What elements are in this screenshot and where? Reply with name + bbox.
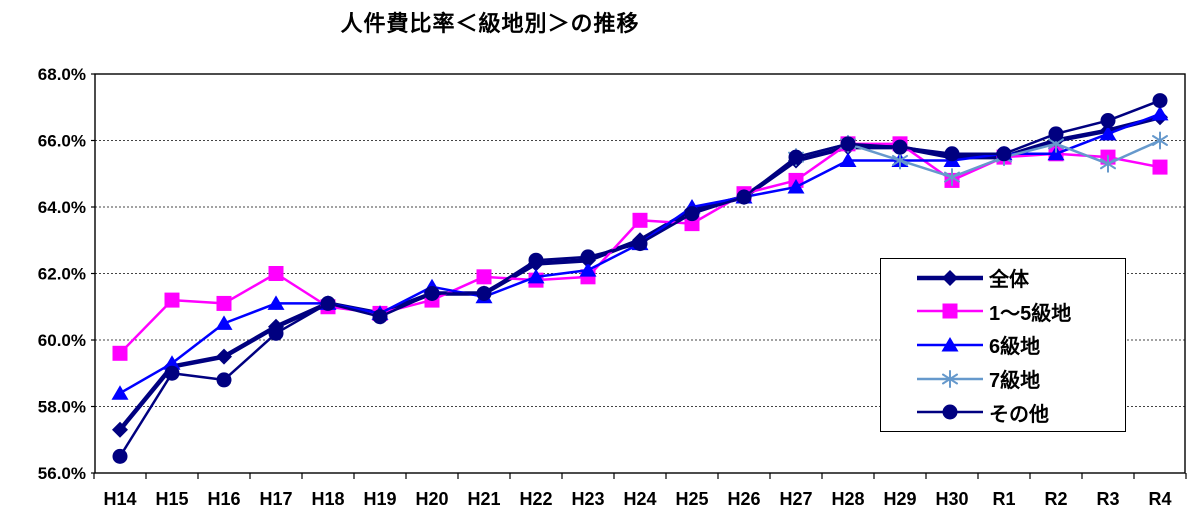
x-axis-label: R2 <box>1044 489 1067 509</box>
legend-item-other: その他 <box>915 398 1125 427</box>
y-axis-label: 58.0% <box>38 398 86 417</box>
x-axis-label: H22 <box>519 489 552 509</box>
x-axis-label: H17 <box>259 489 292 509</box>
x-axis-label: H28 <box>831 489 864 509</box>
x-axis-label: H14 <box>103 489 136 509</box>
y-axis-label: 62.0% <box>38 265 86 284</box>
legend: 全体 1～5級地 6級地 7級地その他 <box>880 258 1126 432</box>
x-axis-label: H19 <box>363 489 396 509</box>
x-axis-label: H30 <box>935 489 968 509</box>
legend-item-grade7: 7級地 <box>915 364 1125 393</box>
x-axis-label: R1 <box>992 489 1015 509</box>
x-axis-label: H24 <box>623 489 656 509</box>
series-markers-other <box>112 93 1168 464</box>
x-axis-label: H20 <box>415 489 448 509</box>
legend-label-grade6: 6級地 <box>989 336 1041 359</box>
x-axis-label: H25 <box>675 489 708 509</box>
chart-title: 人件費比率＜級地別＞の推移 <box>340 11 640 36</box>
series-line-grade7 <box>794 139 1162 179</box>
y-axis-label: 56.0% <box>38 464 86 483</box>
legend-label-zentai: 全体 <box>989 269 1029 292</box>
x-axis-label: H29 <box>883 489 916 509</box>
legend-marker-zentai <box>917 269 983 286</box>
legend-marker-grade1-5 <box>917 303 983 319</box>
legend-marker-grade7 <box>917 369 983 388</box>
x-axis-label: H21 <box>467 489 500 509</box>
x-axis-label: R4 <box>1148 489 1171 509</box>
y-axis-label: 64.0% <box>38 198 86 217</box>
legend-label-grade1-5: 1～5級地 <box>989 302 1072 325</box>
legend-item-grade6: 6級地 <box>915 330 1125 359</box>
x-axis-label: H18 <box>311 489 344 509</box>
x-axis-label: H26 <box>727 489 760 509</box>
legend-item-zentai: 全体 <box>915 263 1125 292</box>
legend-label-other: その他 <box>989 403 1049 426</box>
legend-label-grade7: 7級地 <box>989 370 1041 393</box>
x-axis-label: H27 <box>779 489 812 509</box>
legend-marker-other <box>917 404 983 420</box>
y-axis-label: 60.0% <box>38 331 86 350</box>
x-axis-label: R3 <box>1096 489 1119 509</box>
x-axis-label: H23 <box>571 489 604 509</box>
legend-item-grade1-5: 1～5級地 <box>915 297 1125 326</box>
x-axis-label: H16 <box>207 489 240 509</box>
legend-marker-grade6 <box>917 336 983 352</box>
y-axis-label: 66.0% <box>38 132 86 151</box>
y-axis-label: 68.0% <box>38 65 86 84</box>
x-axis-label: H15 <box>155 489 188 509</box>
